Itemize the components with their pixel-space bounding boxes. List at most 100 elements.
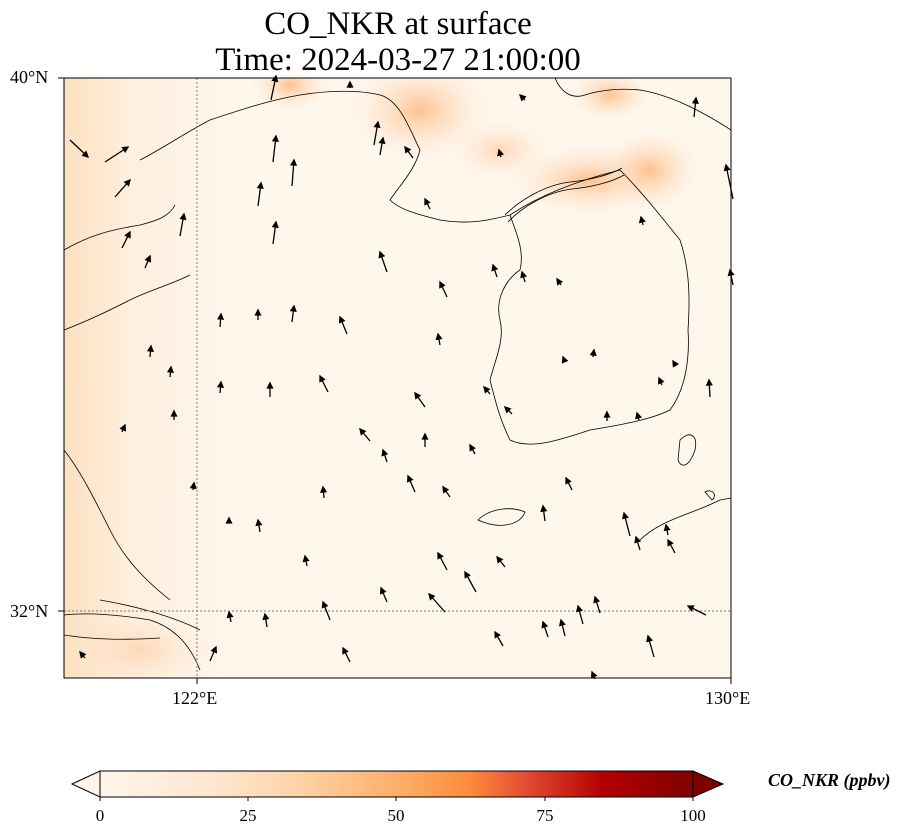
wind-arrowhead xyxy=(271,134,279,143)
wind-arrowhead xyxy=(646,634,653,643)
colorbar-tick-50: 50 xyxy=(387,806,405,825)
co-field xyxy=(64,78,731,678)
wind-arrowhead xyxy=(407,474,414,483)
wind-arrowhead xyxy=(494,630,501,639)
wind-arrowhead xyxy=(464,570,471,579)
wind-arrowhead xyxy=(576,604,583,613)
wind-arrowhead xyxy=(667,538,674,547)
wind-arrowhead xyxy=(437,551,444,560)
lat-label-32n: 32°N xyxy=(10,601,49,621)
wind-arrowhead xyxy=(491,263,499,272)
wind-arrowhead xyxy=(672,359,679,368)
wind-arrowhead xyxy=(319,374,326,383)
wind-arrowhead xyxy=(424,197,431,206)
wind-arrowhead xyxy=(381,448,389,457)
wind-arrowhead xyxy=(565,476,572,485)
wind-arrowhead xyxy=(378,250,386,259)
wind-arrowhead xyxy=(210,645,218,654)
wind-arrowhead xyxy=(657,376,665,385)
map-subtitle: Time: 2024-03-27 21:00:00 xyxy=(215,42,581,78)
wind-arrowhead xyxy=(119,423,127,432)
wind-arrowhead xyxy=(359,427,367,436)
wind-arrowhead xyxy=(634,535,642,544)
wind-arrowhead xyxy=(290,158,298,166)
wind-arrowhead xyxy=(378,136,386,145)
lon-label-130e: 130°E xyxy=(705,688,751,708)
lat-label-40n: 40°N xyxy=(10,67,49,87)
wind-arrowhead xyxy=(469,443,476,452)
wind-arrowhead xyxy=(256,181,264,190)
wind-arrowhead xyxy=(705,378,713,386)
wind-arrowhead xyxy=(216,380,225,388)
wind-arrowhead xyxy=(593,595,601,604)
wind-arrowhead xyxy=(603,410,611,418)
wind-arrowhead xyxy=(373,120,381,129)
colorbar-label: CO_NKR (ppbv) xyxy=(768,770,891,790)
gridlines xyxy=(64,78,731,678)
wind-arrowhead xyxy=(346,80,354,88)
wind-arrowhead xyxy=(638,215,646,224)
wind-arrowhead xyxy=(503,405,512,414)
wind-arrowhead xyxy=(421,432,429,440)
wind-arrowhead xyxy=(635,411,642,420)
wind-arrowhead xyxy=(442,485,450,494)
wind-arrowhead xyxy=(561,355,569,364)
wind-arrowhead xyxy=(540,504,548,513)
wind-arrowhead xyxy=(379,586,387,595)
wind-arrowhead xyxy=(590,670,598,679)
wind-arrowhead xyxy=(217,312,225,320)
wind-arrowhead xyxy=(271,220,279,229)
wind-arrowhead xyxy=(518,93,527,102)
wind-arrow xyxy=(725,164,734,200)
wind-arrowhead xyxy=(520,270,528,279)
wind-arrowhead xyxy=(225,516,233,524)
colorbar-tick-75: 75 xyxy=(536,806,554,825)
colorbar-tick-0: 0 xyxy=(95,806,105,825)
wind-arrowhead xyxy=(262,612,270,621)
wind-arrowhead xyxy=(338,315,346,324)
wind-arrowhead xyxy=(146,344,155,352)
wind-arrowhead xyxy=(321,600,329,609)
wind-arrowhead xyxy=(497,148,504,157)
wind-arrowhead xyxy=(166,365,174,373)
wind-arrowhead xyxy=(81,150,90,158)
wind-arrowhead xyxy=(79,650,87,659)
wind-arrowhead xyxy=(404,145,412,154)
wind-arrowhead xyxy=(428,592,436,601)
wind-arrowhead xyxy=(271,74,279,83)
colorbar-tick-25: 25 xyxy=(239,806,257,825)
wind-arrowhead xyxy=(226,610,234,619)
wind-arrowhead xyxy=(179,212,187,221)
wind-arrowhead xyxy=(663,523,671,532)
wind-arrowhead xyxy=(686,605,695,612)
wind-arrowhead xyxy=(124,230,131,239)
wind-arrowhead xyxy=(189,481,197,490)
wind-arrowhead xyxy=(319,485,328,493)
wind-arrowhead xyxy=(621,511,629,520)
wind-arrowhead xyxy=(723,163,731,172)
wind-arrowhead xyxy=(556,277,564,286)
wind-arrowhead xyxy=(254,308,262,316)
wind-arrowhead xyxy=(302,554,310,563)
lon-label-122e: 122°E xyxy=(172,688,218,708)
wind-arrowhead xyxy=(558,618,566,627)
wind-arrowhead xyxy=(170,409,178,417)
wind-arrowhead xyxy=(435,332,443,341)
map-frame xyxy=(63,77,732,679)
wind-arrowhead xyxy=(123,178,131,187)
wind-arrowhead xyxy=(255,518,263,527)
wind-arrowhead xyxy=(289,304,297,313)
wind-arrowhead xyxy=(541,620,549,629)
wind-arrowhead xyxy=(589,348,597,357)
wind-arrowhead xyxy=(439,280,446,289)
wind-arrowhead xyxy=(414,391,422,400)
wind-arrowhead xyxy=(121,146,130,154)
colorbar-tick-100: 100 xyxy=(680,806,706,825)
wind-arrowhead xyxy=(266,381,274,389)
wind-arrowhead xyxy=(342,646,349,655)
colorbar xyxy=(70,770,725,801)
wind-arrowhead xyxy=(144,254,152,263)
map-title: CO_NKR at surface xyxy=(264,6,532,42)
wind-arrowhead xyxy=(496,555,504,564)
